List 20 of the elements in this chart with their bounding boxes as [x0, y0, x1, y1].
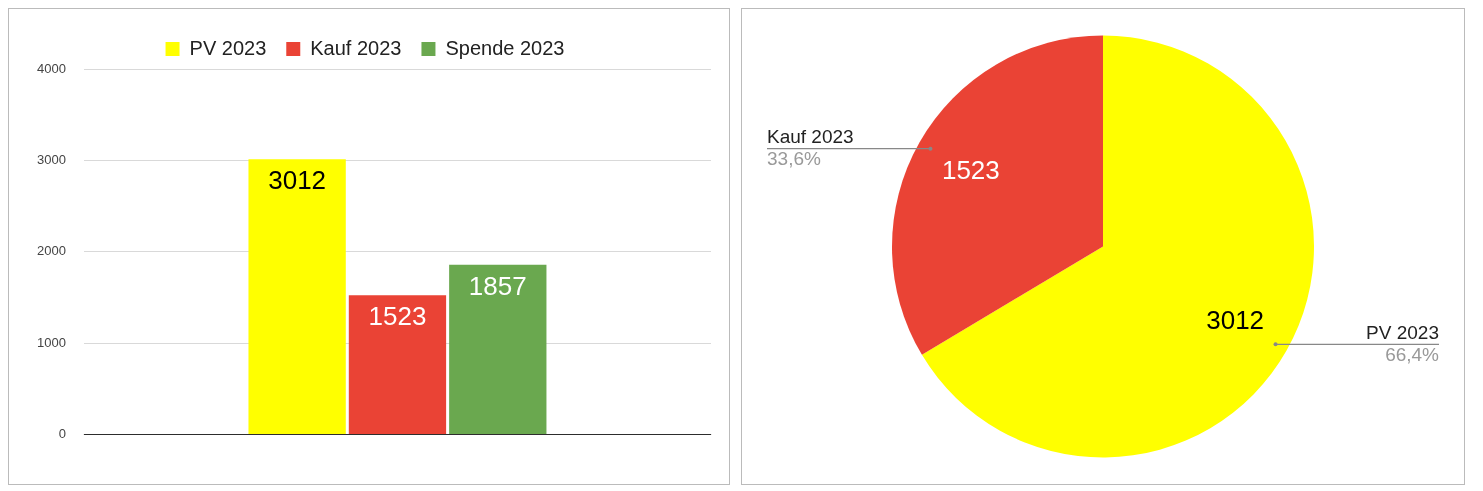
data-label: 1523: [941, 154, 1000, 185]
text: 33,6%: [767, 148, 821, 170]
slice-label: Kauf 2023: [767, 126, 854, 148]
data-label: 3012: [268, 165, 327, 196]
data-label: 1857: [468, 270, 527, 301]
data-label: 1523: [368, 301, 427, 332]
legend-label: Kauf 2023: [310, 36, 402, 59]
y-tick-label: 2000: [37, 243, 66, 259]
data-label: 3012: [1206, 304, 1265, 335]
bar: [449, 264, 547, 434]
slice-label: PV 2023: [1366, 322, 1439, 344]
y-tick-label: 0: [58, 425, 66, 441]
legend-label: PV 2023: [189, 36, 267, 59]
bar: [248, 159, 346, 434]
text: 66,4%: [1385, 344, 1440, 366]
y-tick-label: 1000: [37, 334, 66, 350]
y-tick-label: 3000: [37, 151, 66, 167]
legend-label: Spende 2023: [445, 36, 565, 59]
y-tick-label: 4000: [37, 60, 66, 76]
bar: [348, 295, 447, 434]
